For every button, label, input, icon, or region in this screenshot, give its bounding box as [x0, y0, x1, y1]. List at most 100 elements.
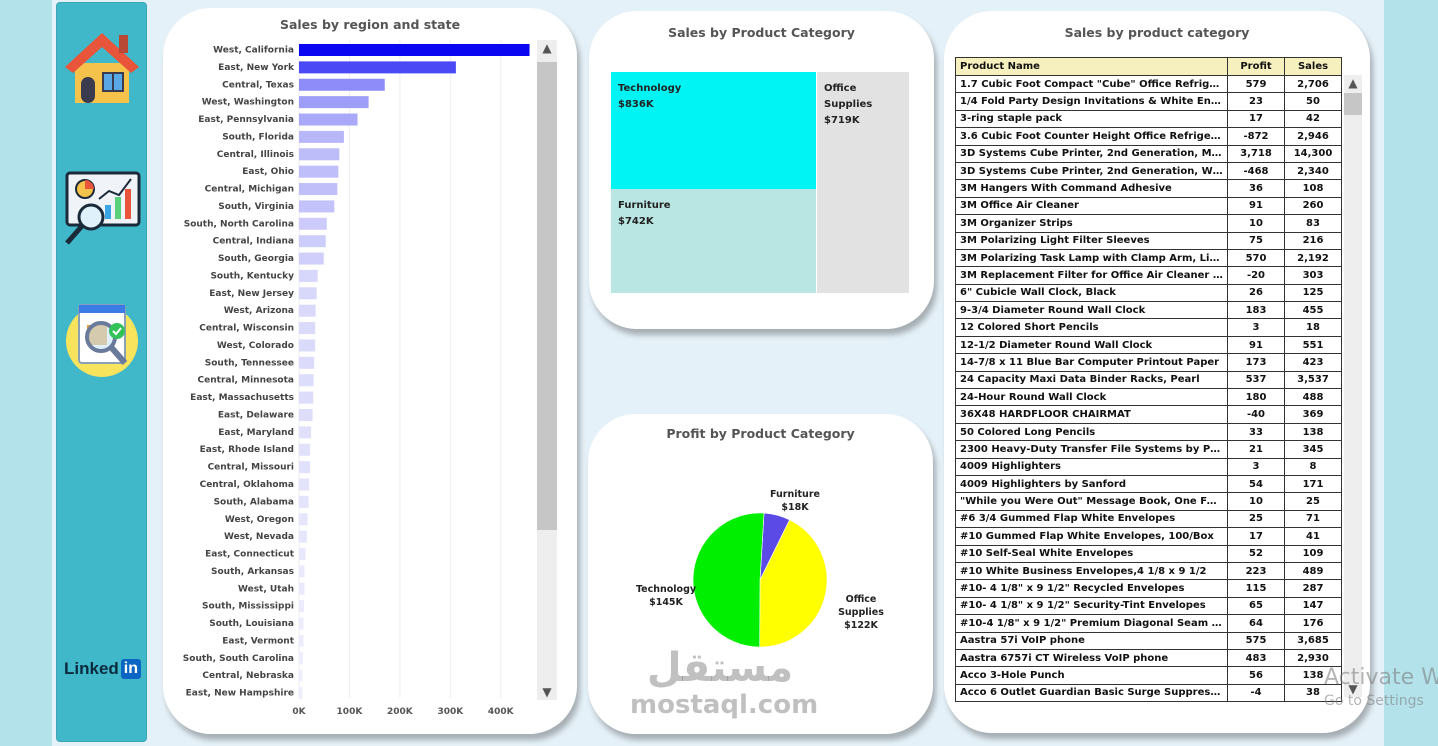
scroll-down-icon[interactable]: ▼ — [1348, 682, 1358, 696]
table-row[interactable]: 24-Hour Round Wall Clock 180 488 — [955, 388, 1342, 407]
header-sales[interactable]: Sales — [1284, 57, 1342, 76]
scroll-down-icon[interactable]: ▼ — [542, 685, 552, 699]
table-row[interactable]: Acco 3-Hole Punch 56 138 — [955, 666, 1342, 685]
table-row[interactable]: 3M Polarizing Light Filter Sleeves 75 216 — [955, 231, 1342, 250]
bar[interactable] — [299, 565, 305, 578]
table-row[interactable]: 12 Colored Short Pencils 3 18 — [955, 318, 1342, 337]
table-row[interactable]: Aastra 57i VoIP phone 575 3,685 — [955, 631, 1342, 650]
bar[interactable] — [299, 582, 305, 595]
linkedin-link[interactable]: Linked in — [64, 659, 142, 679]
bar[interactable] — [299, 339, 316, 352]
scroll-up-icon[interactable]: ▲ — [1348, 76, 1358, 90]
table-row[interactable]: 6" Cubicle Wall Clock, Black 26 125 — [955, 283, 1342, 303]
table-row[interactable]: 24 Capacity Maxi Data Binder Racks, Pear… — [955, 370, 1342, 390]
bar[interactable] — [299, 530, 308, 543]
table-row[interactable]: 3M Polarizing Task Lamp with Clamp Arm, … — [955, 248, 1342, 268]
bar[interactable] — [299, 165, 339, 178]
bar[interactable] — [299, 443, 311, 456]
bar[interactable] — [299, 495, 309, 508]
table-row[interactable]: #10 Gummed Flap White Envelopes, 100/Box… — [955, 527, 1342, 546]
product-search-icon[interactable] — [61, 299, 143, 381]
header-profit[interactable]: Profit — [1227, 57, 1285, 76]
bar[interactable] — [299, 461, 311, 474]
table-row[interactable]: 3M Replacement Filter for Office Air Cle… — [955, 266, 1342, 285]
table-row[interactable]: 36X48 HARDFLOOR CHAIRMAT -40 369 — [955, 405, 1342, 424]
table-scroll-thumb[interactable] — [1344, 93, 1362, 115]
cell-product-name: #10 White Business Envelopes,4 1/8 x 9 1… — [955, 561, 1228, 581]
table-row[interactable]: 3-ring staple pack 17 42 — [955, 109, 1342, 129]
table-row[interactable]: Aastra 6757i CT Wireless VoIP phone 483 2,… — [955, 648, 1342, 668]
table-row[interactable]: #10- 4 1/8" x 9 1/2" Recycled Envelopes 1… — [955, 579, 1342, 598]
bar[interactable] — [299, 304, 316, 317]
table-row[interactable]: 12-1/2 Diameter Round Wall Clock 91 551 — [955, 335, 1342, 355]
table-row[interactable]: #10- 4 1/8" x 9 1/2" Security-Tint Envel… — [955, 596, 1342, 616]
bar[interactable] — [299, 687, 303, 700]
bar[interactable] — [299, 113, 358, 126]
bar[interactable] — [299, 235, 326, 248]
table-row[interactable]: 2300 Heavy-Duty Transfer File Systems by… — [955, 440, 1342, 459]
bar[interactable] — [299, 548, 306, 561]
table-row[interactable]: 1.7 Cubic Foot Compact "Cube" Office Ref… — [955, 74, 1342, 94]
table-row[interactable]: 3D Systems Cube Printer, 2nd Generation,… — [955, 161, 1342, 181]
table-row[interactable]: #10-4 1/8" x 9 1/2" Premium Diagonal Sea… — [955, 614, 1342, 633]
table-row[interactable]: 3D Systems Cube Printer, 2nd Generation,… — [955, 144, 1342, 163]
bar[interactable] — [299, 322, 316, 335]
table-row[interactable]: 3M Hangers With Command Adhesive 36 108 — [955, 179, 1342, 198]
table-row[interactable]: #10 White Business Envelopes,4 1/8 x 9 1… — [955, 561, 1342, 581]
bar[interactable] — [299, 252, 324, 265]
bar[interactable] — [299, 652, 304, 665]
bar[interactable] — [299, 148, 340, 161]
home-icon[interactable] — [61, 23, 143, 105]
treemap-value: $836K — [618, 99, 654, 110]
table-row[interactable]: 3.6 Cubic Foot Counter Height Office Ref… — [955, 127, 1342, 146]
bar[interactable] — [299, 78, 385, 91]
bar[interactable] — [299, 287, 317, 300]
scroll-up-icon[interactable]: ▲ — [542, 41, 552, 55]
region-chart-scrollbar[interactable]: ▲ ▼ — [537, 40, 557, 700]
region-chart-scroll-thumb[interactable] — [537, 62, 557, 530]
bar[interactable] — [299, 61, 456, 74]
pie-label-furniture: Furniture $18K — [770, 489, 820, 513]
bar-category-label: Central, Texas — [222, 80, 294, 90]
pie-slice-technology[interactable] — [692, 512, 765, 648]
table-row[interactable]: 3M Organizer Strips 10 83 — [955, 214, 1342, 233]
bar[interactable] — [299, 600, 305, 613]
bar[interactable] — [299, 374, 314, 387]
bar[interactable] — [299, 96, 369, 109]
table-row[interactable]: Acco 6 Outlet Guardian Basic Surge Suppr… — [955, 683, 1342, 703]
table-row[interactable]: "While you Were Out" Message Book, One F… — [955, 492, 1342, 511]
table-row[interactable]: 3M Office Air Cleaner 91 260 — [955, 196, 1342, 216]
bar[interactable] — [299, 183, 338, 196]
header-product-name[interactable]: Product Name — [955, 57, 1228, 76]
table-row[interactable]: #10 Self-Seal White Envelopes 52 109 — [955, 544, 1342, 563]
table-row[interactable]: 14-7/8 x 11 Blue Bar Computer Printout P… — [955, 353, 1342, 372]
pie-slice-office-supplies[interactable] — [759, 519, 828, 648]
treemap-cell-office-supplies[interactable]: Office Supplies $719K — [817, 72, 909, 293]
treemap-cell-furniture[interactable]: Furniture $742K — [611, 189, 816, 293]
table-row[interactable]: 1/4 Fold Party Design Invitations & Whit… — [955, 92, 1342, 111]
bar[interactable] — [299, 634, 304, 647]
table-row[interactable]: #6 3/4 Gummed Flap White Envelopes 25 71 — [955, 509, 1342, 529]
table-row[interactable]: 50 Colored Long Pencils 33 138 — [955, 422, 1342, 442]
bar[interactable] — [299, 200, 335, 213]
table-row[interactable]: 4009 Highlighters 3 8 — [955, 457, 1342, 476]
bar[interactable] — [299, 513, 308, 526]
cell-sales: 147 — [1284, 596, 1342, 616]
table-scrollbar[interactable]: ▲ ▼ — [1344, 75, 1362, 697]
bar[interactable] — [299, 269, 318, 282]
table-row[interactable]: 9-3/4 Diameter Round Wall Clock 183 455 — [955, 301, 1342, 320]
bar[interactable] — [299, 617, 304, 630]
bar[interactable] — [299, 356, 315, 369]
bar[interactable] — [299, 669, 303, 682]
bar[interactable] — [299, 478, 310, 491]
bar[interactable] — [299, 391, 314, 404]
table-row[interactable]: 4009 Highlighters by Sanford 54 171 — [955, 474, 1342, 494]
bar[interactable] — [299, 426, 312, 439]
bar[interactable] — [299, 44, 530, 56]
treemap-cell-technology[interactable]: Technology $836K — [611, 72, 816, 189]
cell-product-name: 3D Systems Cube Printer, 2nd Generation,… — [955, 161, 1228, 181]
analytics-monitor-icon[interactable] — [61, 169, 143, 251]
bar[interactable] — [299, 217, 327, 230]
bar[interactable] — [299, 408, 313, 421]
bar[interactable] — [299, 130, 344, 143]
